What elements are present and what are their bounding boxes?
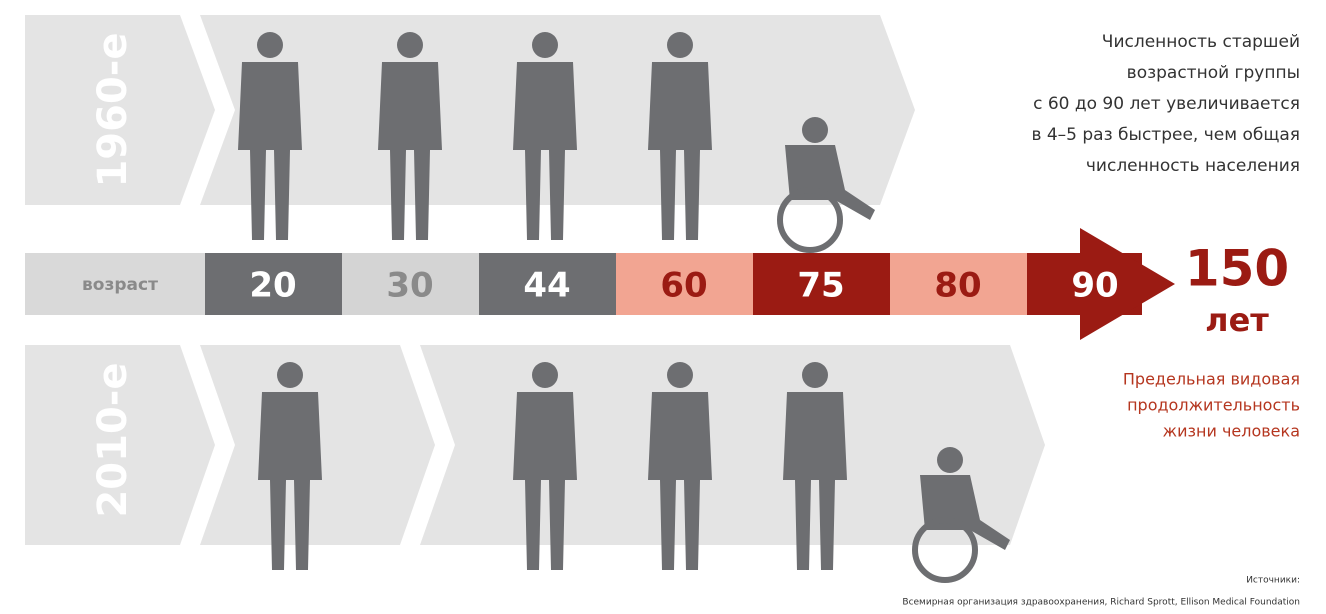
age-value: 20 xyxy=(249,266,296,306)
note-line: жизни человека xyxy=(1163,422,1300,441)
row-label: 2010-е xyxy=(90,362,136,517)
age-label: возраст xyxy=(82,275,158,295)
limit-unit: лет xyxy=(1205,301,1269,339)
age-value: 44 xyxy=(523,266,570,306)
infographic: 1960-е 2010-е возраст 20 30 44 60 75 80 90 150… xyxy=(0,0,1326,614)
note-line: в 4–5 раз быстрее, чем общая xyxy=(1031,125,1300,145)
age-value: 75 xyxy=(797,266,844,306)
age-value: 60 xyxy=(660,266,707,306)
note-line: Численность старшей xyxy=(1102,32,1300,52)
note-line: с 60 до 90 лет увеличивается xyxy=(1033,94,1300,114)
age-value: 30 xyxy=(386,266,433,306)
source-text: Всемирная организация здравоохранения, R… xyxy=(902,598,1300,608)
source-title: Источники: xyxy=(1246,576,1300,586)
limit-value: 150 xyxy=(1185,240,1289,298)
band-top xyxy=(25,15,915,205)
row-label: 1960-е xyxy=(90,32,136,187)
age-cells: 20 30 44 60 75 80 90 xyxy=(205,253,1142,315)
note-line: продолжительность xyxy=(1127,396,1300,415)
note-line: возрастной группы xyxy=(1127,63,1300,83)
age-value: 80 xyxy=(934,266,981,306)
growth-note: Численность старшей возрастной группы с 60… xyxy=(1031,32,1300,176)
age-value: 90 xyxy=(1071,266,1118,306)
page: 1960-е 2010-е возраст 20 30 44 60 75 80 90 150… xyxy=(0,0,1326,614)
note-line: Предельная видовая xyxy=(1123,370,1300,389)
note-line: численность населения xyxy=(1086,156,1300,176)
limit-note: Предельная видовая продолжительность жизни… xyxy=(1123,370,1300,441)
